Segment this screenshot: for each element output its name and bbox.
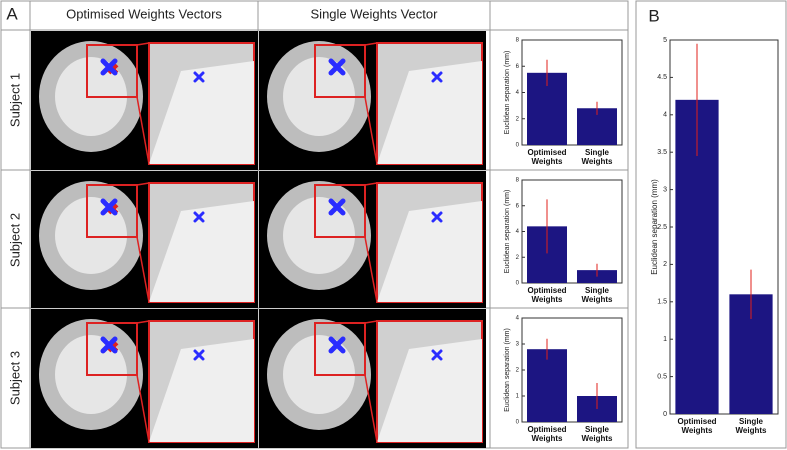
zoom-box	[314, 184, 366, 238]
marker-cross	[328, 198, 346, 216]
y-tick-label: 2	[516, 116, 520, 122]
zoom-link	[136, 182, 150, 186]
zoom-link	[136, 320, 150, 324]
x-tick-label: Single Weights	[581, 286, 613, 304]
zoom-anatomy	[149, 61, 254, 164]
y-tick-label: 3	[663, 186, 667, 193]
zoom-link	[364, 96, 378, 165]
y-tick-label: 1	[663, 336, 667, 343]
y-tick-label: 2	[516, 368, 520, 374]
y-tick-label: 0.5	[657, 373, 667, 380]
zoom-link	[364, 42, 378, 46]
x-tick-label: Single Weights	[581, 425, 613, 443]
zoom-box	[86, 184, 138, 238]
y-tick-label: 1	[516, 394, 520, 400]
zoom-anatomy	[377, 61, 482, 164]
marker-cross	[100, 198, 118, 216]
column-header: Optimised Weights Vectors	[66, 6, 222, 21]
zoom-link	[364, 374, 378, 443]
zoom-box	[314, 322, 366, 376]
marker-cross	[100, 58, 118, 76]
y-tick-label: 1.5	[657, 299, 667, 306]
marker-cross	[328, 336, 346, 354]
y-tick-label: 0	[516, 420, 520, 426]
zoom-anatomy	[377, 201, 482, 302]
y-axis-label: Euclidean separation (mm)	[504, 328, 511, 412]
marker-cross	[431, 71, 443, 83]
y-tick-label: 5	[663, 37, 667, 44]
zoom-link	[364, 236, 378, 303]
row-label: Subject 2	[7, 213, 22, 267]
row-label: Subject 3	[7, 351, 22, 405]
panel-label: B	[648, 6, 659, 25]
y-tick-label: 0	[516, 143, 520, 149]
x-tick-label: Optimised Weights	[527, 425, 567, 443]
marker-cross	[193, 211, 205, 223]
y-tick-label: 0	[663, 411, 667, 418]
y-tick-label: 3.5	[657, 149, 667, 156]
zoom-link	[136, 42, 150, 46]
y-tick-label: 4	[516, 90, 520, 96]
zoom-anatomy	[149, 201, 254, 302]
marker-cross	[431, 211, 443, 223]
zoom-box	[314, 44, 366, 98]
y-tick-label: 4	[663, 112, 667, 119]
y-tick-label: 8	[516, 38, 520, 44]
y-axis-label: Euclidean separation (mm)	[650, 179, 659, 275]
marker-cross	[328, 58, 346, 76]
zoom-anatomy	[149, 339, 254, 442]
column-header: Single Weights Vector	[311, 6, 439, 21]
zoom-link	[364, 320, 378, 324]
y-tick-label: 8	[516, 178, 520, 184]
marker-cross	[193, 71, 205, 83]
x-tick-label: Optimised Weights	[527, 148, 567, 166]
y-axis-label: Euclidean separation (mm)	[504, 51, 511, 135]
zoom-link	[136, 236, 150, 303]
marker-cross	[100, 336, 118, 354]
panel-label: A	[6, 4, 18, 23]
y-tick-label: 4	[516, 229, 520, 235]
x-tick-label: Optimised Weights	[527, 286, 567, 304]
y-tick-label: 2	[663, 261, 667, 268]
brain-inner	[283, 197, 355, 274]
x-tick-label: Single Weights	[735, 417, 767, 435]
zoom-link	[136, 96, 150, 165]
marker-cross	[193, 349, 205, 361]
y-tick-label: 0	[516, 281, 520, 287]
y-axis-label: Euclidean separation (mm)	[504, 190, 511, 274]
zoom-box	[86, 322, 138, 376]
x-tick-label: Optimised Weights	[677, 417, 717, 435]
zoom-anatomy	[377, 339, 482, 442]
bar	[527, 349, 567, 422]
y-tick-label: 6	[516, 203, 520, 209]
x-tick-label: Single Weights	[581, 148, 613, 166]
zoom-link	[136, 374, 150, 443]
brain-inner	[55, 197, 127, 274]
y-tick-label: 4	[516, 316, 520, 322]
y-tick-label: 4.5	[657, 74, 667, 81]
marker-cross	[431, 349, 443, 361]
zoom-box	[86, 44, 138, 98]
y-tick-label: 2.5	[657, 224, 667, 231]
y-tick-label: 2	[516, 255, 520, 261]
row-label: Subject 1	[7, 73, 22, 127]
y-tick-label: 6	[516, 64, 520, 70]
y-tick-label: 3	[516, 342, 520, 348]
zoom-link	[364, 182, 378, 186]
